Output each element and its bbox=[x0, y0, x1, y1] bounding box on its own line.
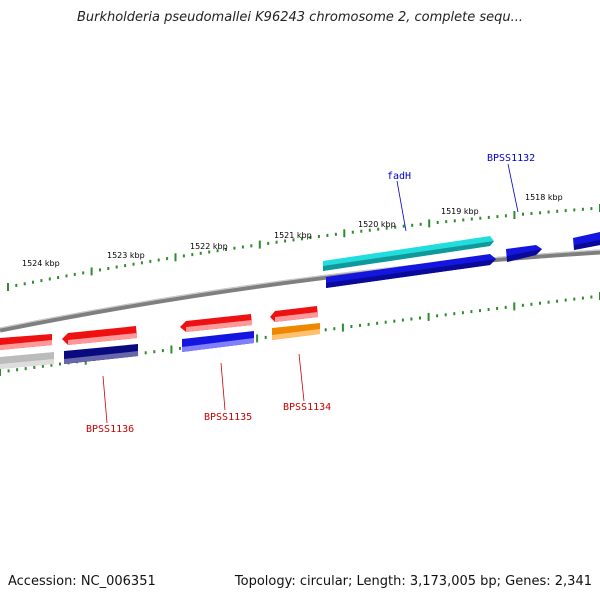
gene-BPSS1135[interactable] bbox=[182, 331, 254, 352]
gene-BPSS1132[interactable] bbox=[506, 245, 542, 262]
tick-label-1518: 1518 kbp bbox=[525, 193, 563, 202]
gene-label-BPSS1134[interactable]: BPSS1134 bbox=[283, 402, 331, 413]
gene-label-BPSS1136[interactable]: BPSS1136 bbox=[86, 424, 134, 435]
leader-BPSS1136 bbox=[102, 375, 108, 424]
map-title: Burkholderia pseudomallei K96243 chromos… bbox=[76, 10, 524, 25]
gene-label-fadH[interactable]: fadH bbox=[387, 171, 411, 182]
gene-left-gray[interactable] bbox=[0, 352, 54, 369]
gene-right-edge[interactable] bbox=[573, 232, 600, 250]
leader-BPSS1134 bbox=[298, 353, 305, 402]
tick-label-1522: 1522 kbp bbox=[190, 242, 228, 251]
tick-label-1524: 1524 kbp bbox=[22, 259, 60, 268]
gene-BPSS1136-navy[interactable] bbox=[64, 344, 138, 364]
tick-label-1520: 1520 kbp bbox=[358, 220, 396, 229]
tick-label-1519: 1519 kbp bbox=[441, 207, 479, 216]
gene-BPSS1134-red[interactable] bbox=[270, 306, 318, 322]
gene-fadH[interactable] bbox=[323, 236, 494, 271]
leader-fadH bbox=[396, 180, 407, 232]
gene-BPSS1135-red[interactable] bbox=[180, 314, 252, 332]
tick-label-1523: 1523 kbp bbox=[107, 251, 145, 260]
gene-fadH-complement[interactable] bbox=[326, 254, 496, 288]
gene-label-BPSS1132[interactable]: BPSS1132 bbox=[487, 153, 535, 164]
tick-label-1521: 1521 kbp bbox=[274, 231, 312, 240]
gene-BPSS1136[interactable] bbox=[62, 326, 137, 345]
gene-label-BPSS1135[interactable]: BPSS1135 bbox=[204, 412, 252, 423]
gene-left-red[interactable] bbox=[0, 334, 52, 350]
leader-BPSS1132 bbox=[507, 163, 519, 213]
accession-text: Accession: NC_006351 bbox=[8, 574, 156, 589]
topology-text: Topology: circular; Length: 3,173,005 bp… bbox=[234, 574, 592, 589]
gene-BPSS1134[interactable] bbox=[272, 323, 320, 340]
outer-scale-ticks bbox=[7, 204, 600, 291]
leader-BPSS1135 bbox=[220, 362, 226, 411]
